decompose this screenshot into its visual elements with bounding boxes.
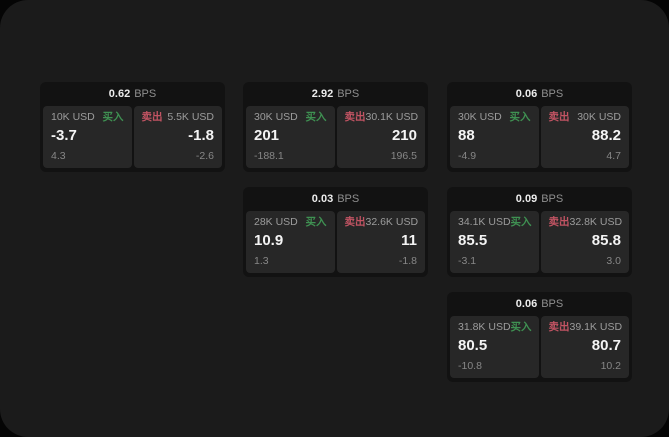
sell-price: -1.8 <box>188 127 214 144</box>
bps-unit-label: BPS <box>337 193 360 205</box>
buy-change: 4.3 <box>51 150 66 162</box>
bps-value: 0.09 <box>515 193 538 205</box>
buy-price: 201 <box>254 127 280 144</box>
spread-header: 0.03 BPS <box>243 187 428 211</box>
bps-value: 0.62 <box>108 88 131 100</box>
sell-size-label: 39.1K USD <box>569 321 623 333</box>
sell-price: 80.7 <box>591 337 621 354</box>
buy-price: 10.9 <box>254 232 284 249</box>
buy-size-label: 28K USD <box>254 216 298 228</box>
buy-quote-panel[interactable]: 34.1K USD 买入 85.5 -3.1 <box>450 211 539 273</box>
buy-change: -10.8 <box>458 360 482 372</box>
sell-price: 85.8 <box>591 232 621 249</box>
quote-card: 2.92 BPS 30K USD 买入 201 -188.1 卖出 30.1K … <box>243 82 428 172</box>
buy-size-label: 34.1K USD <box>458 216 511 228</box>
sell-price: 210 <box>391 127 417 144</box>
sell-change: 3.0 <box>606 255 621 267</box>
sell-size-label: 30.1K USD <box>365 111 419 123</box>
sell-size-label: 5.5K USD <box>167 111 214 123</box>
sell-side-label: 卖出 <box>344 111 366 123</box>
sell-size-label: 30K USD <box>577 111 621 123</box>
buy-size-label: 10K USD <box>51 111 95 123</box>
spread-header: 0.62 BPS <box>40 82 225 106</box>
quote-card: 0.06 BPS 31.8K USD 买入 80.5 -10.8 卖出 39.1… <box>447 292 632 382</box>
sell-change: -1.8 <box>398 255 417 267</box>
buy-quote-panel[interactable]: 31.8K USD 买入 80.5 -10.8 <box>450 316 539 378</box>
sell-quote-panel[interactable]: 卖出 32.8K USD 85.8 3.0 <box>540 211 629 273</box>
bps-unit-label: BPS <box>541 88 564 100</box>
buy-size-label: 30K USD <box>458 111 502 123</box>
buy-quote-panel[interactable]: 28K USD 买入 10.9 1.3 <box>246 211 335 273</box>
sell-side-label: 卖出 <box>548 216 570 228</box>
quote-card: 0.06 BPS 30K USD 买入 88 -4.9 卖出 30K USD 8… <box>447 82 632 172</box>
quote-card: 0.62 BPS 10K USD 买入 -3.7 4.3 卖出 5.5K USD… <box>40 82 225 172</box>
sell-size-label: 32.8K USD <box>569 216 623 228</box>
bps-value: 0.03 <box>311 193 334 205</box>
quote-card: 0.09 BPS 34.1K USD 买入 85.5 -3.1 卖出 32.8K… <box>447 187 632 277</box>
buy-side-label: 买入 <box>305 216 327 228</box>
sell-size-label: 32.6K USD <box>365 216 419 228</box>
buy-side-label: 买入 <box>510 321 532 333</box>
buy-side-label: 买入 <box>509 111 531 123</box>
buy-price: 88 <box>458 127 475 144</box>
bps-value: 0.06 <box>515 298 538 310</box>
buy-quote-panel[interactable]: 30K USD 买入 201 -188.1 <box>246 106 335 168</box>
buy-change: -188.1 <box>254 150 284 162</box>
sell-quote-panel[interactable]: 卖出 5.5K USD -1.8 -2.6 <box>133 106 222 168</box>
buy-change: -4.9 <box>458 150 477 162</box>
spread-header: 0.09 BPS <box>447 187 632 211</box>
buy-change: -3.1 <box>458 255 477 267</box>
sell-quote-panel[interactable]: 卖出 30.1K USD 210 196.5 <box>336 106 425 168</box>
buy-change: 1.3 <box>254 255 269 267</box>
bps-value: 2.92 <box>311 88 334 100</box>
buy-price: -3.7 <box>51 127 77 144</box>
spread-header: 0.06 BPS <box>447 82 632 106</box>
spread-header: 0.06 BPS <box>447 292 632 316</box>
sell-side-label: 卖出 <box>548 321 570 333</box>
bps-unit-label: BPS <box>541 298 564 310</box>
sell-change: 4.7 <box>606 150 621 162</box>
spread-header: 2.92 BPS <box>243 82 428 106</box>
sell-price: 11 <box>401 232 417 249</box>
sell-change: -2.6 <box>195 150 214 162</box>
buy-quote-panel[interactable]: 10K USD 买入 -3.7 4.3 <box>43 106 132 168</box>
buy-price: 80.5 <box>458 337 488 354</box>
sell-change: 10.2 <box>600 360 621 372</box>
buy-side-label: 买入 <box>102 111 124 123</box>
bps-unit-label: BPS <box>541 193 564 205</box>
sell-quote-panel[interactable]: 卖出 30K USD 88.2 4.7 <box>540 106 629 168</box>
buy-side-label: 买入 <box>305 111 327 123</box>
buy-side-label: 买入 <box>510 216 532 228</box>
buy-price: 85.5 <box>458 232 488 249</box>
sell-quote-panel[interactable]: 卖出 32.6K USD 11 -1.8 <box>336 211 425 273</box>
sell-change: 196.5 <box>390 150 417 162</box>
sell-price: 88.2 <box>591 127 621 144</box>
bps-unit-label: BPS <box>337 88 360 100</box>
buy-quote-panel[interactable]: 30K USD 买入 88 -4.9 <box>450 106 539 168</box>
sell-side-label: 卖出 <box>548 111 570 123</box>
sell-side-label: 卖出 <box>141 111 163 123</box>
quote-card: 0.03 BPS 28K USD 买入 10.9 1.3 卖出 32.6K US… <box>243 187 428 277</box>
buy-size-label: 30K USD <box>254 111 298 123</box>
buy-size-label: 31.8K USD <box>458 321 511 333</box>
bps-unit-label: BPS <box>134 88 157 100</box>
bps-value: 0.06 <box>515 88 538 100</box>
sell-side-label: 卖出 <box>344 216 366 228</box>
sell-quote-panel[interactable]: 卖出 39.1K USD 80.7 10.2 <box>540 316 629 378</box>
